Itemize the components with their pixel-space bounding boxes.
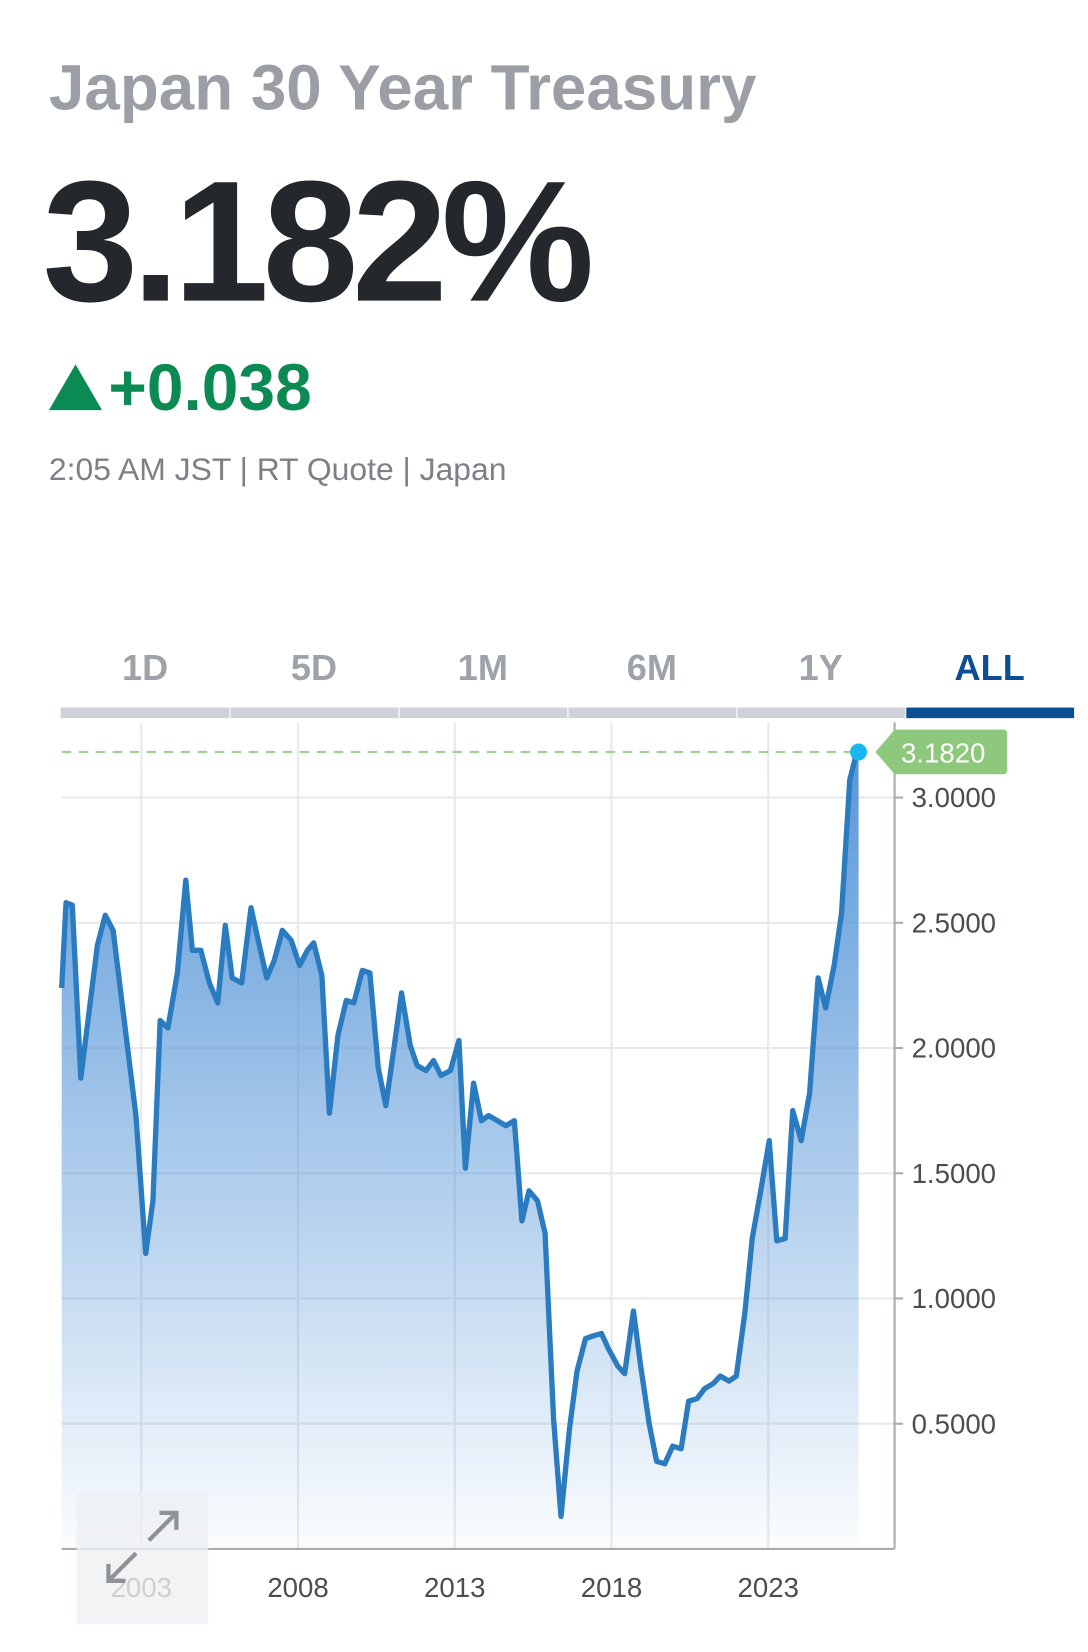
- title: Japan 30 Year Treasury: [49, 51, 757, 123]
- y-tick-label: 2.0000: [912, 1033, 996, 1064]
- last-value-label: 3.1820: [901, 738, 985, 769]
- last-point: [850, 743, 868, 761]
- price-line: [59, 750, 861, 1520]
- tab-label[interactable]: ALL: [955, 647, 1025, 688]
- tab-label[interactable]: 6M: [627, 647, 677, 688]
- y-tick-label: 2.5000: [912, 907, 996, 938]
- up-arrow: [48, 364, 103, 411]
- x-tick-label: 2018: [581, 1572, 642, 1603]
- y-tick-label: 1.0000: [912, 1283, 996, 1314]
- tab-bar[interactable]: [737, 707, 906, 719]
- tab-bar[interactable]: [230, 707, 399, 719]
- x-tick-label: 2013: [424, 1572, 485, 1603]
- tab-bar[interactable]: [906, 707, 1075, 719]
- tab-bar[interactable]: [399, 707, 568, 719]
- y-tick-label: 0.5000: [912, 1408, 996, 1439]
- tab-label[interactable]: 1D: [122, 647, 168, 688]
- expand-button[interactable]: [76, 1492, 209, 1625]
- tab-label[interactable]: 1M: [458, 647, 508, 688]
- expand-box[interactable]: [76, 1492, 209, 1625]
- tab-label[interactable]: 1Y: [799, 647, 843, 688]
- y-tick-label: 3.0000: [912, 782, 996, 813]
- x-tick-label: 2008: [267, 1572, 328, 1603]
- expand-icon[interactable]: [106, 1510, 179, 1583]
- change: +0.038: [108, 350, 311, 424]
- price: 3.182%: [43, 146, 591, 338]
- chart: 200320082013201820230.50001.00001.50002.…: [59, 722, 1008, 1603]
- quote-meta: 2:05 AM JST | RT Quote | Japan: [49, 451, 507, 487]
- tab-label[interactable]: 5D: [291, 647, 337, 688]
- last-value-tag: [875, 729, 1008, 775]
- area-fill: [61, 751, 859, 1549]
- y-tick-label: 1.5000: [912, 1158, 996, 1189]
- tab-bar[interactable]: [568, 707, 737, 719]
- tab-bar[interactable]: [60, 707, 230, 719]
- range-tabs: 1D 5D 1M 6M 1Y ALL: [60, 647, 1075, 719]
- x-tick-label: 2023: [738, 1572, 799, 1603]
